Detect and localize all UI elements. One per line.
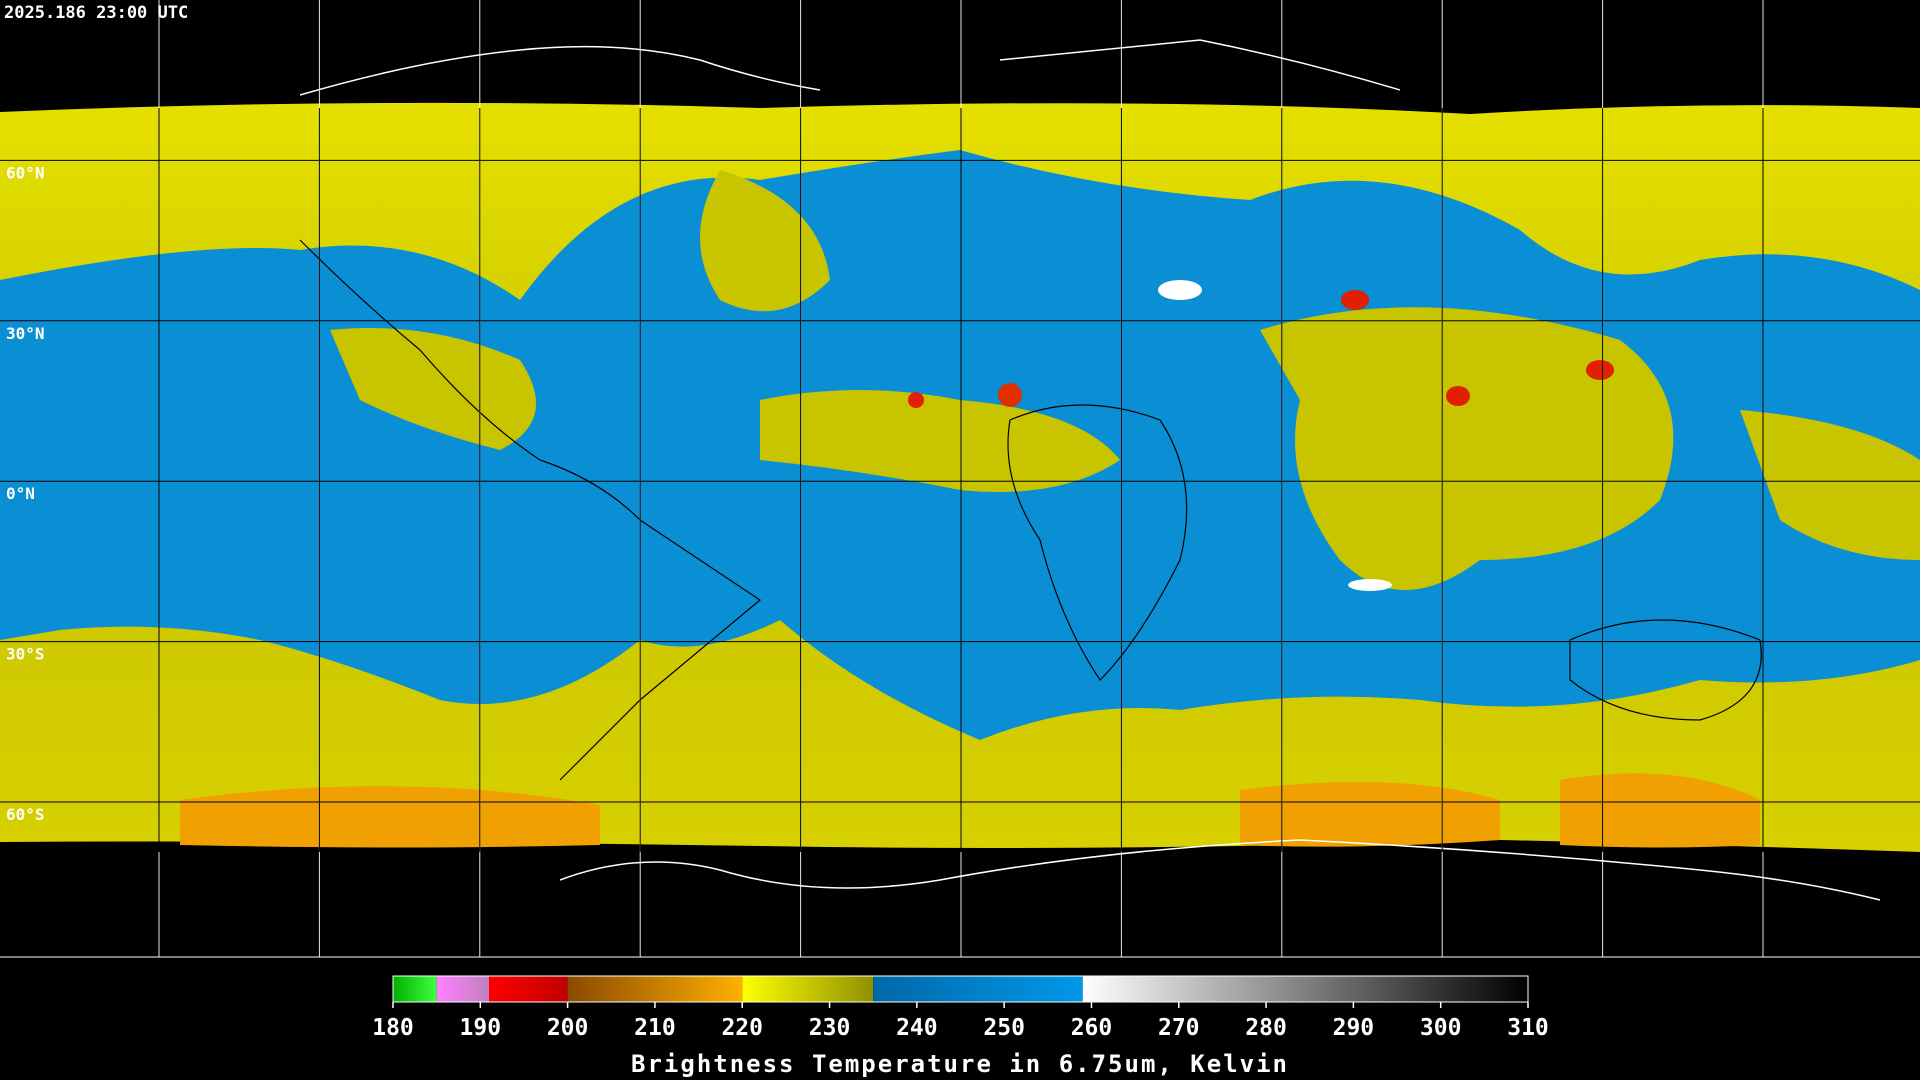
colorbar-tick-label: 270 bbox=[1158, 1015, 1200, 1041]
graticule bbox=[0, 0, 1920, 958]
colorbar-segment bbox=[742, 976, 874, 1002]
polar-coastlines bbox=[299, 39, 1881, 901]
colorbar-tick-label: 300 bbox=[1420, 1015, 1462, 1041]
colorbar-tick-label: 260 bbox=[1071, 1015, 1113, 1041]
colorbar-tick-label: 240 bbox=[896, 1015, 938, 1041]
colorbar-tick-label: 220 bbox=[721, 1015, 763, 1041]
colorbar-tick-label: 280 bbox=[1245, 1015, 1287, 1041]
colorbar-segment bbox=[567, 976, 743, 1002]
colorbar-tick-label: 250 bbox=[983, 1015, 1025, 1041]
colorbar-tick-label: 310 bbox=[1507, 1015, 1549, 1041]
colorbar-tick-label: 210 bbox=[634, 1015, 676, 1041]
lat-label: 0°N bbox=[6, 484, 35, 503]
colorbar-tick-label: 230 bbox=[809, 1015, 851, 1041]
colorbar-segment bbox=[436, 976, 490, 1002]
colorbar-segment bbox=[489, 976, 568, 1002]
lat-label: 60°S bbox=[6, 805, 45, 824]
lat-label: 30°S bbox=[6, 645, 45, 664]
lat-label: 60°N bbox=[6, 163, 45, 182]
colorbar-title: Brightness Temperature in 6.75um, Kelvin bbox=[631, 1050, 1289, 1078]
colorbar-segment bbox=[393, 976, 437, 1002]
lat-label: 30°N bbox=[6, 324, 45, 343]
colorbar-segment bbox=[873, 976, 1083, 1002]
colorbar-frame bbox=[392, 975, 1529, 1003]
colorbar-tick-label: 200 bbox=[547, 1015, 589, 1041]
colorbar-segment bbox=[1082, 976, 1528, 1002]
colorbar-tick-label: 290 bbox=[1333, 1015, 1375, 1041]
timestamp: 2025.186 23:00 UTC bbox=[4, 3, 188, 23]
latitude-labels: 60°N 30°N 0°N 30°S 60°S bbox=[6, 163, 45, 824]
satellite-image bbox=[0, 102, 1920, 853]
colorbar-tick-label: 190 bbox=[460, 1015, 502, 1041]
colorbar: 180 190 200 210 220 230 240 250 260 270 280 290 300 3… bbox=[372, 975, 1549, 1041]
colorbar-tick-label: 180 bbox=[372, 1015, 414, 1041]
